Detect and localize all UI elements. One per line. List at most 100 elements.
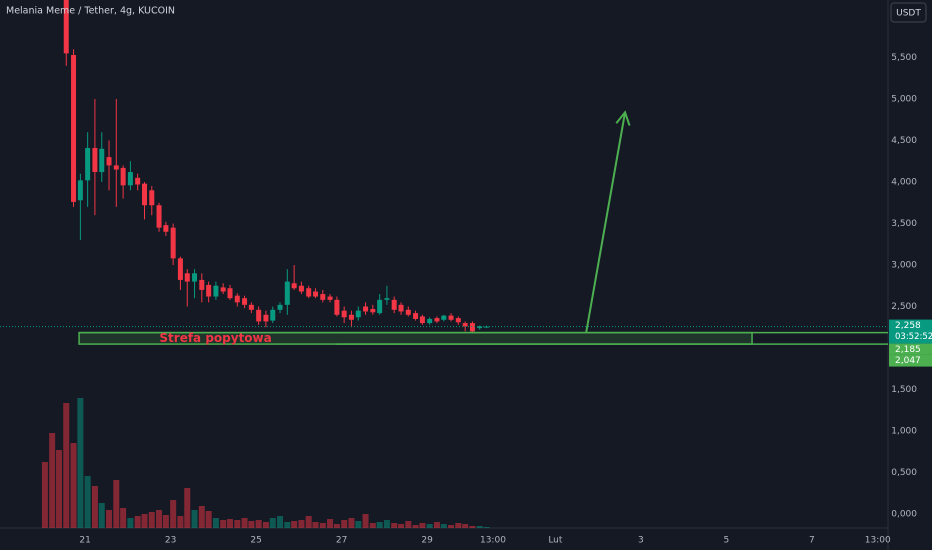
currency-button[interactable] bbox=[890, 2, 927, 23]
candle-body bbox=[248, 304, 254, 310]
candle-body bbox=[455, 318, 461, 323]
volume-bar bbox=[305, 516, 312, 528]
y-tick-label: 4,500 bbox=[891, 136, 917, 146]
x-tick-label: 21 bbox=[79, 536, 90, 546]
candle-body bbox=[234, 295, 240, 303]
candle-body bbox=[206, 284, 212, 297]
volume-bar bbox=[362, 514, 369, 528]
volume-bar bbox=[319, 523, 326, 528]
candle-body bbox=[242, 298, 248, 305]
candle-body bbox=[291, 283, 297, 289]
volume-bar bbox=[405, 521, 412, 528]
volume-bar bbox=[462, 524, 469, 528]
candle-body bbox=[313, 291, 319, 297]
x-tick-label: 25 bbox=[250, 536, 261, 546]
y-tick-label: 1,500 bbox=[891, 385, 917, 395]
volume-bar bbox=[398, 524, 405, 528]
volume-bar bbox=[476, 526, 483, 528]
volume-bar bbox=[426, 524, 433, 528]
candle-body bbox=[220, 287, 226, 292]
candle-body bbox=[298, 285, 304, 292]
candle-body bbox=[270, 309, 276, 321]
candle-body bbox=[327, 296, 333, 300]
volume-bar bbox=[127, 518, 134, 528]
volume-bar bbox=[241, 518, 248, 528]
volume-bar bbox=[255, 520, 262, 528]
candle-body bbox=[256, 309, 262, 322]
volume-bar bbox=[205, 511, 212, 528]
candle-body bbox=[462, 323, 468, 327]
volume-bar bbox=[98, 503, 105, 528]
candle-body bbox=[370, 308, 376, 313]
volume-bar bbox=[162, 515, 169, 528]
candle-body bbox=[469, 323, 475, 332]
candle-body bbox=[227, 288, 233, 299]
chart-title: Melania Meme / Tether, 4g, KUCOIN bbox=[6, 6, 175, 17]
volume-bar bbox=[148, 512, 155, 528]
countdown-label: 03:52:52 bbox=[895, 332, 932, 342]
volume-bar bbox=[341, 520, 348, 528]
candle-body bbox=[184, 273, 190, 282]
volume-bar bbox=[248, 521, 255, 528]
candle-body bbox=[135, 177, 141, 185]
volume-bar bbox=[355, 521, 362, 528]
volume-bar bbox=[63, 403, 70, 528]
volume-bar bbox=[376, 522, 383, 528]
candle-body bbox=[63, 0, 69, 54]
candle-body bbox=[156, 205, 162, 228]
candle-body bbox=[213, 285, 219, 297]
y-tick-label: 3,000 bbox=[891, 260, 917, 270]
candle-body bbox=[334, 299, 340, 315]
currency-label[interactable]: USDT bbox=[896, 9, 921, 19]
candle-body bbox=[348, 314, 354, 320]
volume-bar bbox=[433, 522, 440, 528]
volume-bar bbox=[220, 520, 227, 528]
volume-bar bbox=[412, 525, 419, 528]
volume-bar bbox=[277, 516, 284, 528]
zone-high-tag bbox=[889, 343, 932, 355]
volume-bar bbox=[91, 486, 98, 528]
candle-body bbox=[92, 147, 98, 173]
volume-bar bbox=[120, 508, 127, 528]
last-price-label: 2,258 bbox=[895, 321, 921, 331]
volume-bar bbox=[234, 520, 241, 528]
y-tick-label: 4,000 bbox=[891, 178, 917, 188]
candle-body bbox=[127, 172, 133, 186]
volume-bar bbox=[198, 506, 205, 528]
x-tick-label: 27 bbox=[336, 536, 347, 546]
x-tick-label: 13:00 bbox=[865, 536, 891, 546]
volume-bar bbox=[469, 526, 476, 528]
volume-bar bbox=[391, 523, 398, 528]
plot-area bbox=[0, 0, 888, 528]
volume-bar bbox=[383, 520, 390, 528]
volume-bar bbox=[56, 450, 63, 528]
volume-bar bbox=[291, 521, 298, 528]
candle-body bbox=[405, 309, 411, 315]
candle-body bbox=[306, 288, 312, 297]
candle-body bbox=[149, 190, 155, 206]
candle-body bbox=[192, 273, 198, 282]
volume-bar bbox=[156, 510, 163, 528]
y-tick-label: 3,500 bbox=[891, 219, 917, 229]
zone-label: Strefa popytowa bbox=[159, 331, 271, 345]
candle-body bbox=[106, 157, 112, 166]
volume-bar bbox=[191, 510, 198, 528]
candle-body bbox=[398, 304, 404, 312]
candle-body bbox=[363, 306, 369, 312]
candle-body bbox=[170, 227, 176, 259]
x-tick-label: 3 bbox=[638, 536, 644, 546]
zone-high-label: 2,185 bbox=[895, 345, 921, 355]
candle-body bbox=[441, 315, 447, 320]
arrow-head bbox=[615, 110, 631, 126]
volume-bar bbox=[483, 527, 490, 528]
x-tick-label: 23 bbox=[165, 536, 176, 546]
candle-body bbox=[199, 279, 205, 290]
y-tick-label: 1,000 bbox=[891, 426, 917, 436]
volume-bar bbox=[106, 510, 113, 528]
candle-body bbox=[113, 165, 119, 170]
candle-body bbox=[384, 298, 390, 300]
volume-bar bbox=[84, 476, 91, 528]
volume-bar bbox=[348, 518, 355, 528]
y-tick-label: 0,000 bbox=[891, 509, 917, 519]
